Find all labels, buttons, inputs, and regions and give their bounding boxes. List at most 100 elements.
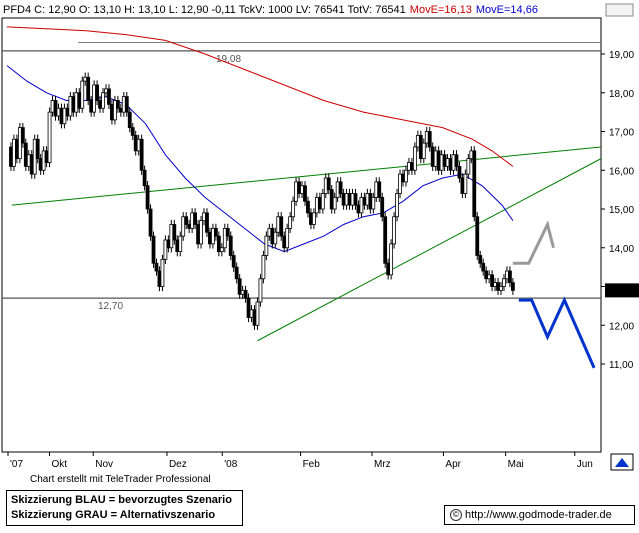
price-bar-body	[410, 162, 414, 171]
price-bar-body	[398, 173, 402, 194]
price-bar-body	[392, 216, 396, 245]
price-bar-body	[190, 212, 195, 229]
legend-gray: Skizzierung GRAU = Alternativszenario	[11, 509, 216, 521]
price-bar-body	[404, 169, 408, 183]
price-bar-body	[20, 127, 25, 144]
price-bar-body	[466, 158, 471, 175]
y-tick-label: 19,00	[609, 50, 634, 61]
price-bar-body	[178, 235, 183, 253]
price-bar-body	[303, 185, 307, 202]
price-bar-body	[499, 286, 503, 291]
y-axis: 19,0018,0017,0016,0015,0014,0013,0012,00…	[601, 50, 634, 371]
source-link[interactable]: © http://www.godmode-trader.de	[444, 505, 635, 525]
price-bar-body	[395, 193, 399, 218]
price-bar-body	[208, 231, 212, 245]
ma-short-label: MovE=14,66	[476, 4, 538, 16]
price-bar-body	[133, 134, 138, 152]
price-bar-body	[276, 216, 281, 233]
x-tick-label: Mrz	[374, 459, 391, 470]
copyright-icon: ©	[450, 509, 462, 521]
price-bar-body	[314, 196, 319, 214]
ma-long-label: MovE=16,13	[410, 4, 472, 16]
price-bar-body	[136, 138, 141, 152]
price-bar-body	[196, 224, 200, 245]
price-bar-body	[469, 150, 474, 160]
x-tick-label: '08	[224, 459, 237, 470]
price-bar-body	[341, 193, 346, 206]
price-bar-body	[175, 239, 180, 253]
last-price-box	[605, 283, 639, 298]
price-bar-body	[35, 138, 40, 160]
price-bar-body	[211, 227, 215, 245]
price-bar-body	[216, 235, 221, 253]
price-bar-body	[199, 220, 203, 245]
price-bar-body	[317, 196, 322, 210]
price-bar-body	[118, 107, 123, 113]
price-bar-body	[252, 309, 257, 326]
horizontal-levels: 19,08 12,70	[2, 41, 601, 312]
price-bar-body	[371, 196, 376, 210]
price-bar-body	[460, 177, 465, 194]
price-bar-body	[83, 76, 88, 82]
price-bar-body	[329, 189, 334, 210]
price-bar-body	[219, 247, 224, 253]
price-bar-body	[89, 100, 94, 113]
price-bar-body	[41, 150, 46, 171]
price-bar-body	[74, 92, 79, 113]
price-bar-body	[65, 107, 70, 117]
price-bar-body	[323, 177, 328, 194]
price-bar-body	[9, 146, 13, 167]
level-label: 19,08	[216, 54, 241, 65]
y-tick-label: 17,00	[609, 128, 634, 139]
y-tick-label: 16,00	[609, 166, 634, 177]
price-bar-body	[86, 76, 91, 101]
price-bar-body	[356, 204, 361, 214]
price-bar-body	[62, 107, 67, 125]
price-bar-body	[98, 100, 102, 109]
price-bar-body	[359, 196, 364, 214]
price-bar-body	[12, 138, 16, 167]
price-bar-body	[362, 196, 367, 206]
price-bar-body	[26, 154, 31, 167]
price-bar-body	[121, 96, 126, 113]
price-bar-body	[273, 231, 278, 245]
price-bar-body	[448, 158, 453, 171]
price-bar-body	[77, 92, 82, 109]
scenario-blue-line	[518, 296, 596, 369]
price-bar-body	[202, 212, 206, 222]
price-bar-body	[288, 216, 293, 229]
x-tick-label: Jun	[577, 459, 593, 470]
x-axis: '07 Okt Nov Dez '08 Feb Mrz Apr Mai Jun	[7, 452, 593, 470]
price-bar-body	[510, 282, 515, 291]
y-tick-label: 14,00	[609, 244, 634, 255]
price-bar-body	[104, 88, 108, 94]
source-url: http://www.godmode-trader.de	[465, 509, 612, 521]
price-bar-body	[374, 181, 379, 198]
price-bar-body	[285, 227, 290, 249]
price-bar-body	[115, 100, 120, 109]
price-bar-body	[436, 150, 441, 171]
price-bar-body	[14, 138, 19, 160]
price-bar-body	[234, 266, 239, 280]
price-bar-body	[231, 255, 236, 268]
header-corner-box[interactable]	[605, 3, 634, 17]
price-bar-body	[222, 227, 227, 249]
price-bar-body	[430, 146, 435, 167]
price-bar-body	[508, 270, 512, 284]
price-bar-body	[300, 185, 304, 194]
price-bar-body	[113, 100, 117, 121]
price-bar-body	[160, 258, 165, 287]
price-bar-body	[127, 111, 132, 129]
price-series	[9, 72, 515, 330]
price-bar-body	[368, 193, 373, 210]
price-bar-body	[386, 262, 391, 276]
price-bar-body	[294, 181, 298, 202]
price-bar-body	[475, 216, 480, 256]
x-tick-label: '07	[10, 459, 23, 470]
price-bar-body	[383, 216, 388, 264]
price-bar-body	[418, 134, 423, 160]
price-bar-body	[110, 103, 114, 121]
last-price-label: 12,90	[609, 286, 634, 297]
price-bar-body	[181, 216, 186, 237]
price-bar-body	[213, 227, 218, 237]
